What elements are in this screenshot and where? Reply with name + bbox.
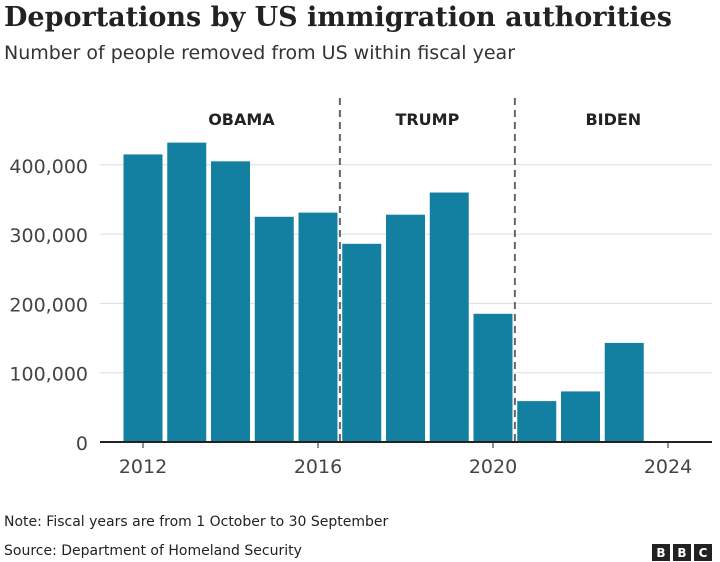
footnote: Note: Fiscal years are from 1 October to…: [4, 514, 389, 530]
bar-2018: [386, 214, 425, 442]
bar-2015: [254, 216, 294, 442]
bar-2019: [429, 192, 469, 442]
y-tick-label: 200,000: [9, 294, 88, 316]
bar-2021: [517, 401, 557, 442]
bbc-logo: B B C: [652, 544, 712, 561]
bar-2012: [123, 154, 163, 442]
source: Source: Department of Homeland Security: [4, 543, 302, 559]
x-tick-label: 2020: [469, 456, 517, 478]
bar-2022: [561, 391, 600, 442]
chart-subtitle: Number of people removed from US within …: [4, 42, 516, 64]
bar-chart: 0 100,000 200,000 300,000 400,000 OBAMA TRUMP B…: [9, 98, 712, 478]
y-tick-label: 400,000: [9, 156, 88, 178]
logo-letter: B: [673, 544, 691, 561]
logo-letter: B: [652, 544, 670, 561]
y-tick-label: 300,000: [9, 225, 88, 247]
bar-2023: [604, 342, 644, 442]
bar-2020: [473, 313, 513, 442]
x-tick-label: 2024: [644, 456, 692, 478]
bar-2014: [211, 161, 250, 442]
bar-2017: [342, 243, 382, 442]
bar-2016: [298, 212, 338, 442]
x-tick-label: 2012: [119, 456, 167, 478]
y-tick-label: 100,000: [9, 364, 88, 386]
president-label: BIDEN: [585, 110, 641, 129]
x-tick-label: 2016: [294, 456, 342, 478]
chart-title: Deportations by US immigration authoriti…: [4, 2, 672, 33]
logo-letter: C: [694, 544, 712, 561]
bar-2013: [167, 142, 207, 442]
president-label: TRUMP: [395, 110, 459, 129]
y-tick-label: 0: [76, 433, 88, 455]
president-label: OBAMA: [208, 110, 275, 129]
